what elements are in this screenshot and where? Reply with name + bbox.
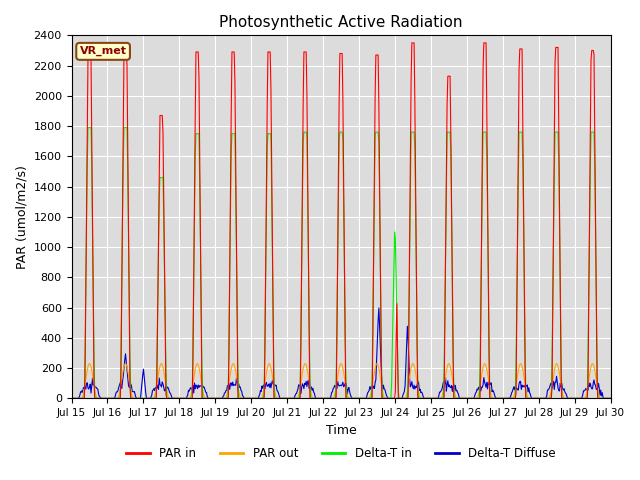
Line: PAR in: PAR in	[72, 43, 611, 398]
Line: Delta-T in: Delta-T in	[72, 128, 611, 398]
PAR in	[68, 396, 76, 401]
Delta-T in	[607, 396, 614, 401]
PAR out	[407, 365, 415, 371]
Delta-T in	[134, 396, 141, 401]
Delta-T in	[407, 129, 415, 135]
PAR in	[607, 396, 614, 401]
Delta-T in	[68, 396, 76, 401]
PAR in	[408, 40, 416, 46]
PAR out	[86, 361, 93, 367]
PAR out	[607, 396, 614, 401]
X-axis label: Time: Time	[326, 424, 356, 437]
Delta-T Diffuse	[188, 387, 195, 393]
PAR out	[217, 396, 225, 401]
Line: Delta-T Diffuse: Delta-T Diffuse	[72, 308, 611, 398]
PAR out	[77, 396, 85, 401]
PAR in	[133, 396, 141, 401]
Delta-T in	[84, 125, 92, 131]
Title: Photosynthetic Active Radiation: Photosynthetic Active Radiation	[220, 15, 463, 30]
Text: VR_met: VR_met	[79, 46, 127, 57]
PAR out	[188, 385, 196, 391]
PAR in	[423, 396, 431, 401]
Delta-T in	[188, 396, 196, 401]
Delta-T Diffuse	[423, 396, 431, 401]
Delta-T Diffuse	[375, 305, 383, 311]
Delta-T Diffuse	[77, 388, 85, 394]
PAR out	[423, 396, 431, 401]
Legend: PAR in, PAR out, Delta-T in, Delta-T Diffuse: PAR in, PAR out, Delta-T in, Delta-T Dif…	[121, 443, 561, 465]
PAR out	[134, 396, 141, 401]
Delta-T Diffuse	[68, 396, 76, 401]
PAR in	[188, 396, 195, 401]
Delta-T in	[423, 396, 431, 401]
Line: PAR out: PAR out	[72, 364, 611, 398]
PAR in	[77, 396, 85, 401]
Delta-T Diffuse	[607, 396, 614, 401]
PAR in	[216, 396, 224, 401]
Y-axis label: PAR (umol/m2/s): PAR (umol/m2/s)	[15, 165, 28, 269]
Delta-T in	[217, 396, 225, 401]
PAR out	[68, 396, 76, 401]
PAR in	[406, 159, 414, 165]
Delta-T in	[77, 396, 85, 401]
Delta-T Diffuse	[407, 382, 415, 388]
Delta-T Diffuse	[133, 396, 141, 401]
Delta-T Diffuse	[216, 396, 224, 401]
